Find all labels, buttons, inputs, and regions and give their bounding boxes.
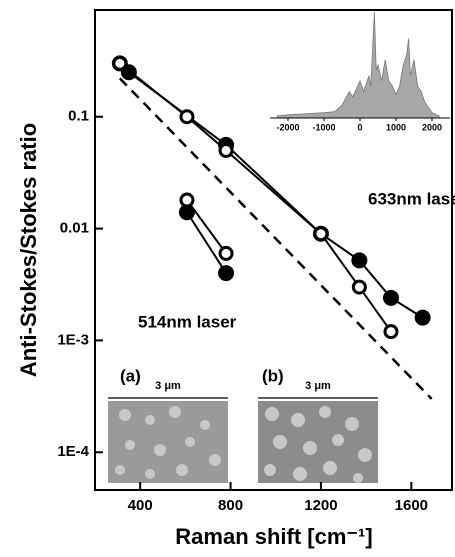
annotation: 3 μm [305, 380, 331, 392]
annotation: (a) [120, 366, 141, 385]
spectrum-area [276, 11, 440, 119]
inset-x-tick-label: 0 [357, 122, 362, 132]
data-point [218, 245, 234, 261]
x-tick-label: 1600 [395, 497, 428, 514]
data-point [112, 55, 128, 71]
y-tick-label: 1E-4 [57, 443, 89, 460]
inset-x-tick-label: 1000 [386, 122, 406, 132]
annotation: (b) [262, 366, 284, 385]
inset-x-tick-label: -1000 [312, 122, 335, 132]
series-line [186, 199, 227, 254]
y-tick-label: 0.1 [68, 108, 89, 125]
data-point [179, 109, 195, 125]
sem-images [108, 397, 378, 483]
annotation: 633nm laser [368, 189, 455, 208]
data-point [179, 192, 195, 208]
data-point [351, 252, 368, 269]
inset-x-tick-label: -2000 [276, 122, 299, 132]
x-tick-label: 400 [128, 497, 153, 514]
data-point [382, 289, 399, 306]
data-point [383, 324, 399, 340]
inset-x-tick-label: 2000 [422, 122, 442, 132]
data-point [351, 279, 367, 295]
series-line [119, 62, 392, 333]
data-point [218, 265, 235, 282]
fit-line [118, 77, 433, 400]
x-tick-label: 800 [218, 497, 243, 514]
annotation: 3 μm [155, 380, 181, 392]
y-tick-label: 0.01 [60, 220, 89, 237]
y-tick-label: 1E-3 [57, 331, 89, 348]
series-line [186, 211, 227, 274]
data-point [218, 142, 234, 158]
data-point [414, 309, 431, 326]
data-point [313, 226, 329, 242]
x-axis-label: Raman shift [cm⁻¹] [175, 524, 372, 549]
particles [115, 406, 372, 483]
annotation: 514nm laser [138, 312, 237, 331]
y-axis-label: Anti-Stokes/Stokes ratio [16, 123, 41, 377]
x-tick-label: 1200 [304, 497, 337, 514]
plot-frame [94, 9, 453, 491]
